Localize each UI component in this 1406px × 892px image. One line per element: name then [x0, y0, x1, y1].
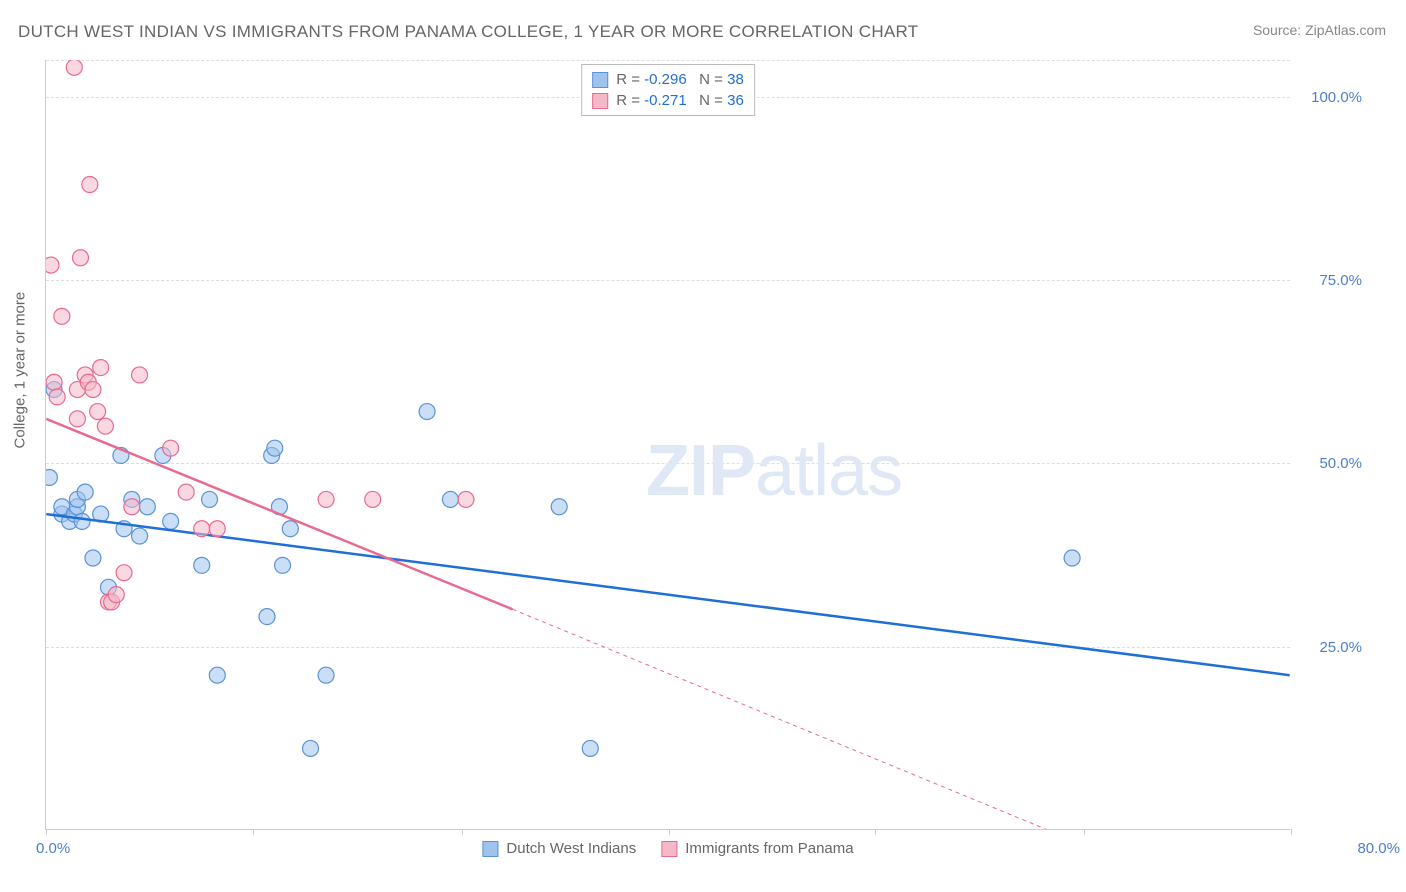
- series-legend: Dutch West Indians Immigrants from Panama: [482, 840, 853, 857]
- legend-row: R = -0.296 N = 38: [592, 69, 744, 90]
- data-point: [163, 513, 179, 529]
- x-tick: [462, 829, 463, 835]
- data-point: [1064, 550, 1080, 566]
- legend-label: Immigrants from Panama: [685, 840, 853, 857]
- data-point: [54, 308, 70, 324]
- data-point: [132, 367, 148, 383]
- legend-item: Immigrants from Panama: [661, 840, 853, 857]
- x-tick: [1084, 829, 1085, 835]
- data-point: [458, 491, 474, 507]
- y-tick-label: 75.0%: [1297, 272, 1362, 289]
- data-point: [46, 374, 62, 390]
- data-point: [82, 177, 98, 193]
- y-tick-label: 50.0%: [1297, 455, 1362, 472]
- legend-swatch-icon: [661, 841, 677, 857]
- scatter-chart: [46, 60, 1290, 829]
- data-point: [194, 521, 210, 537]
- data-point: [49, 389, 65, 405]
- data-point: [318, 667, 334, 683]
- data-point: [93, 360, 109, 376]
- data-point: [365, 491, 381, 507]
- data-point: [303, 740, 319, 756]
- data-point: [73, 250, 89, 266]
- data-point: [85, 382, 101, 398]
- data-point: [419, 404, 435, 420]
- y-tick-label: 100.0%: [1297, 89, 1362, 106]
- x-tick: [669, 829, 670, 835]
- data-point: [97, 418, 113, 434]
- x-tick: [46, 829, 47, 835]
- data-point: [46, 257, 59, 273]
- data-point: [90, 404, 106, 420]
- data-point: [46, 469, 57, 485]
- data-point: [275, 557, 291, 573]
- chart-title: DUTCH WEST INDIAN VS IMMIGRANTS FROM PAN…: [18, 22, 918, 42]
- legend-stats: R = -0.271 N = 36: [616, 92, 744, 109]
- x-tick: [875, 829, 876, 835]
- y-axis-label: College, 1 year or more: [12, 292, 29, 449]
- legend-swatch-icon: [592, 72, 608, 88]
- data-point: [69, 411, 85, 427]
- legend-item: Dutch West Indians: [482, 840, 636, 857]
- x-tick: [253, 829, 254, 835]
- data-point: [124, 499, 140, 515]
- x-axis-min-label: 0.0%: [36, 840, 70, 857]
- data-point: [116, 565, 132, 581]
- data-point: [582, 740, 598, 756]
- data-point: [209, 667, 225, 683]
- legend-label: Dutch West Indians: [506, 840, 636, 857]
- data-point: [74, 513, 90, 529]
- data-point: [551, 499, 567, 515]
- data-point: [209, 521, 225, 537]
- legend-swatch-icon: [592, 93, 608, 109]
- data-point: [442, 491, 458, 507]
- data-point: [282, 521, 298, 537]
- data-point: [267, 440, 283, 456]
- data-point: [178, 484, 194, 500]
- trend-line: [46, 514, 1289, 675]
- data-point: [77, 484, 93, 500]
- data-point: [66, 60, 82, 75]
- x-tick: [1291, 829, 1292, 835]
- source-attribution: Source: ZipAtlas.com: [1253, 22, 1386, 38]
- data-point: [139, 499, 155, 515]
- data-point: [108, 587, 124, 603]
- legend-swatch-icon: [482, 841, 498, 857]
- data-point: [259, 609, 275, 625]
- correlation-legend: R = -0.296 N = 38 R = -0.271 N = 36: [581, 64, 755, 116]
- y-tick-label: 25.0%: [1297, 639, 1362, 656]
- legend-stats: R = -0.296 N = 38: [616, 71, 744, 88]
- data-point: [194, 557, 210, 573]
- data-point: [163, 440, 179, 456]
- data-point: [132, 528, 148, 544]
- data-point: [202, 491, 218, 507]
- legend-row: R = -0.271 N = 36: [592, 90, 744, 111]
- x-axis-max-label: 80.0%: [1357, 840, 1400, 857]
- data-point: [85, 550, 101, 566]
- data-point: [318, 491, 334, 507]
- plot-area: ZIPatlas R = -0.296 N = 38R = -0.271 N =…: [45, 60, 1290, 830]
